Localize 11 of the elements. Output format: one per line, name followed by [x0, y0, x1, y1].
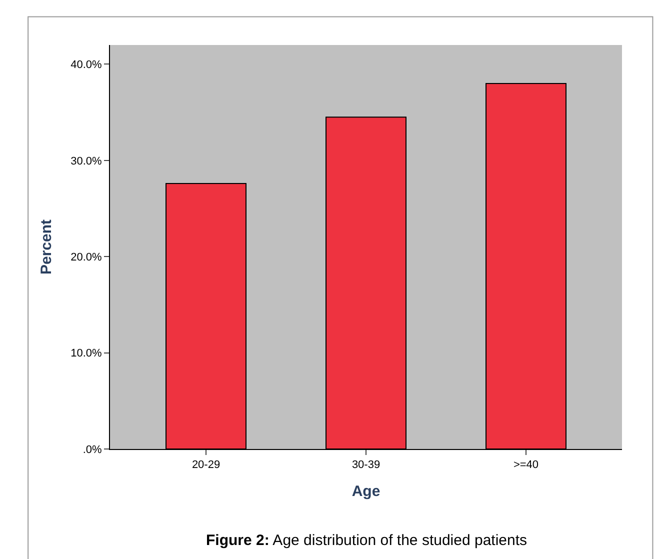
x-tick-label: >=40 [513, 459, 539, 472]
y-tick-label: 20.0% [70, 251, 102, 264]
y-tick-label: 40.0% [70, 59, 102, 72]
x-axis-title: Age [352, 483, 380, 500]
caption: Figure 2: Age distribution of the studied patients [206, 532, 528, 549]
x-tick-label: 30-39 [352, 459, 380, 472]
y-tick-label: .0% [82, 444, 102, 456]
y-axis-title: Percent [38, 219, 55, 275]
x-tick-label: 20-29 [192, 459, 220, 472]
y-tick-label: 30.0% [70, 155, 102, 168]
y-tick-label: 10.0% [70, 348, 102, 360]
